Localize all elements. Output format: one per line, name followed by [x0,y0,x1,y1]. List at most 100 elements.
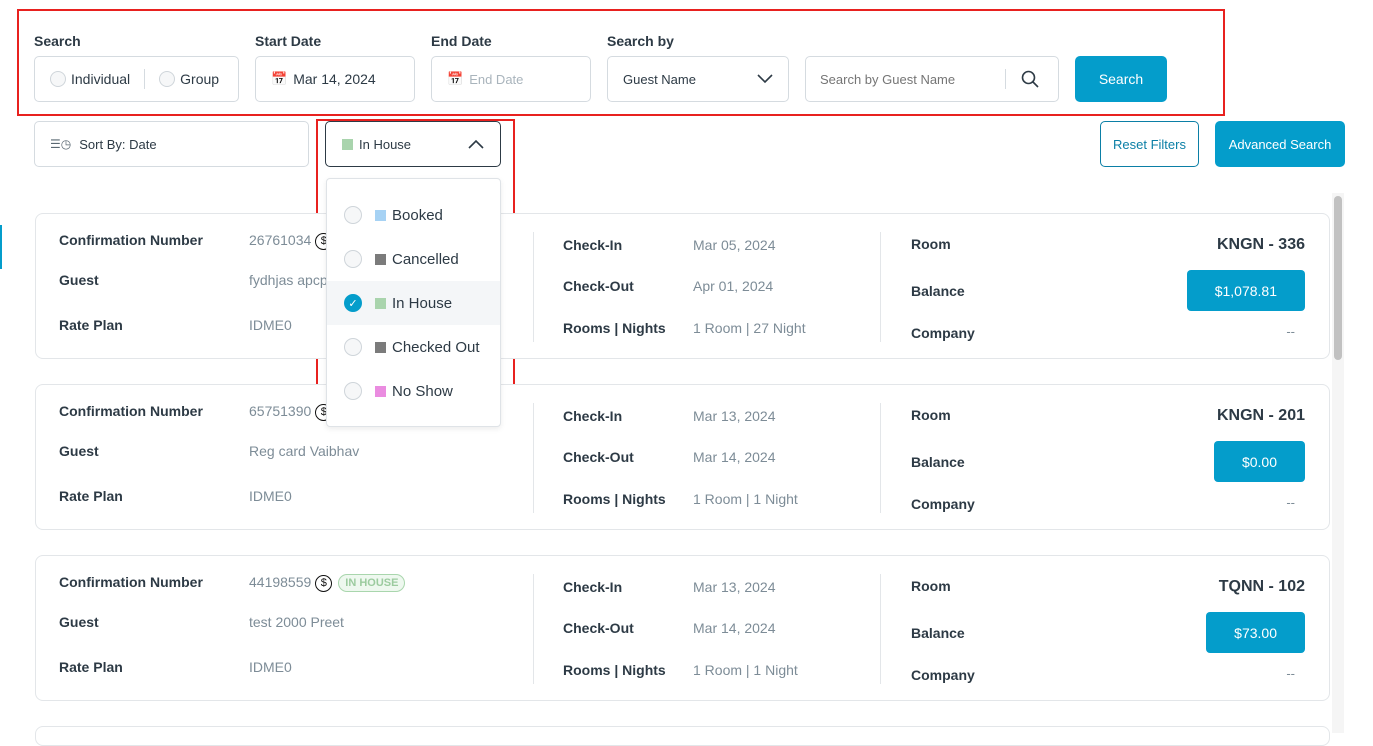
individual-label[interactable]: Individual [71,71,131,87]
search-by-select[interactable]: Guest Name [607,56,789,102]
check-in-value: Mar 13, 2024 [693,408,776,424]
card-partial [35,726,1330,746]
divider [533,403,534,513]
rooms-nights-label: Rooms | Nights [563,320,666,336]
status-option-no-show[interactable]: No Show [327,369,500,413]
left-accent [0,225,2,269]
rate-plan-label: Rate Plan [59,488,123,504]
divider [880,574,881,684]
guest-search-input[interactable] [820,71,1005,87]
end-date-label: End Date [431,33,492,49]
divider [880,232,881,342]
check-out-value: Mar 14, 2024 [693,449,776,465]
advanced-search-button[interactable]: Advanced Search [1215,121,1345,167]
confirmation-label: Confirmation Number [59,232,203,248]
start-date-label: Start Date [255,33,322,49]
rate-plan-label: Rate Plan [59,317,123,333]
rooms-nights-value: 1 Room | 1 Night [693,662,798,678]
guest-value: fydhjas apcp [249,272,328,288]
confirmation-label: Confirmation Number [59,403,203,419]
rate-plan-value: IDME0 [249,659,292,675]
status-badge: IN HOUSE [338,574,406,593]
search-type-selector: Individual Group [34,56,239,102]
divider [533,232,534,342]
check-out-label: Check-Out [563,449,634,465]
option-label: Checked Out [392,338,480,356]
rooms-nights-value: 1 Room | 1 Night [693,491,798,507]
individual-radio[interactable] [50,71,66,87]
guest-value: Reg card Vaibhav [249,443,360,459]
balance-label: Balance [911,625,965,641]
rate-plan-label: Rate Plan [59,659,123,675]
radio-icon[interactable] [344,382,362,400]
radio-icon[interactable] [344,250,362,268]
group-radio[interactable] [159,71,176,87]
status-option-booked[interactable]: Booked [327,193,500,237]
check-out-value: Mar 14, 2024 [693,620,776,636]
confirmation-number: 44198559 [249,574,312,590]
checked-radio-icon[interactable]: ✓ [344,294,362,312]
in-house-swatch [342,138,353,150]
reset-filters-button[interactable]: Reset Filters [1100,121,1199,167]
search-label: Search [34,33,81,49]
radio-icon[interactable] [344,206,362,224]
company-label: Company [911,667,975,683]
company-value: -- [1286,666,1295,681]
divider [1005,69,1006,89]
guest-search-field[interactable] [805,56,1059,102]
status-option-checked-out[interactable]: Checked Out [327,325,500,369]
reservation-card[interactable]: Confirmation Number 65751390$IN HOUSE Gu… [35,384,1330,530]
radio-icon[interactable] [344,338,362,356]
group-label[interactable]: Group [180,71,220,87]
reservation-card[interactable]: Confirmation Number 26761034$IN HOUSE Gu… [35,213,1330,359]
confirmation-number: 65751390 [249,403,312,419]
rooms-nights-label: Rooms | Nights [563,662,666,678]
balance-label: Balance [911,283,965,299]
room-label: Room [911,236,951,252]
room-value: KNGN - 201 [1216,407,1305,424]
search-panel-highlight [17,9,1225,116]
start-date-input[interactable]: 📅 Mar 14, 2024 [255,56,415,102]
company-label: Company [911,325,975,341]
status-filter-select[interactable]: In House [325,121,501,167]
sort-select[interactable]: ☰◷ Sort By: Date [34,121,309,167]
option-label: In House [392,294,453,312]
rooms-nights-label: Rooms | Nights [563,491,666,507]
search-button[interactable]: Search [1075,56,1167,102]
calendar-icon: 📅 [447,71,464,86]
rooms-nights-value: 1 Room | 27 Night [693,320,806,336]
balance-button[interactable]: $1,078.81 [1186,270,1305,311]
reservation-card[interactable]: Confirmation Number 44198559 $ IN HOUSE Gu… [35,555,1330,701]
status-color-swatch [375,341,386,353]
status-color-swatch [375,385,386,397]
chevron-up-icon [468,139,484,149]
divider [144,69,146,89]
end-date-placeholder: End Date [469,71,524,87]
confirmation-value: 44198559 $ IN HOUSE [249,574,406,593]
search-icon[interactable] [1021,70,1039,88]
check-in-value: Mar 05, 2024 [693,237,776,253]
status-color-swatch [375,253,386,265]
company-value: -- [1286,324,1295,339]
scrollbar-thumb[interactable] [1334,196,1342,360]
start-date-value: Mar 14, 2024 [293,71,376,87]
check-in-value: Mar 13, 2024 [693,579,776,595]
dollar-icon: $ [315,574,333,592]
status-option-cancelled[interactable]: Cancelled [327,237,500,281]
status-option-in-house[interactable]: ✓ In House [327,281,500,325]
room-value: TQNN - 102 [1218,578,1305,595]
status-color-swatch [375,209,386,221]
guest-label: Guest [59,614,99,630]
sort-value: Sort By: Date [79,136,157,152]
check-in-label: Check-In [563,579,623,595]
balance-button[interactable]: $0.00 [1213,441,1305,482]
search-by-label: Search by [607,33,674,49]
balance-button[interactable]: $73.00 [1206,612,1305,653]
end-date-input[interactable]: 📅 End Date [431,56,591,102]
sort-icon: ☰◷ [50,137,72,151]
rate-plan-value: IDME0 [249,488,292,504]
room-label: Room [911,407,951,423]
check-out-label: Check-Out [563,620,634,636]
guest-value: test 2000 Preet [249,614,344,630]
status-color-swatch [375,297,386,309]
